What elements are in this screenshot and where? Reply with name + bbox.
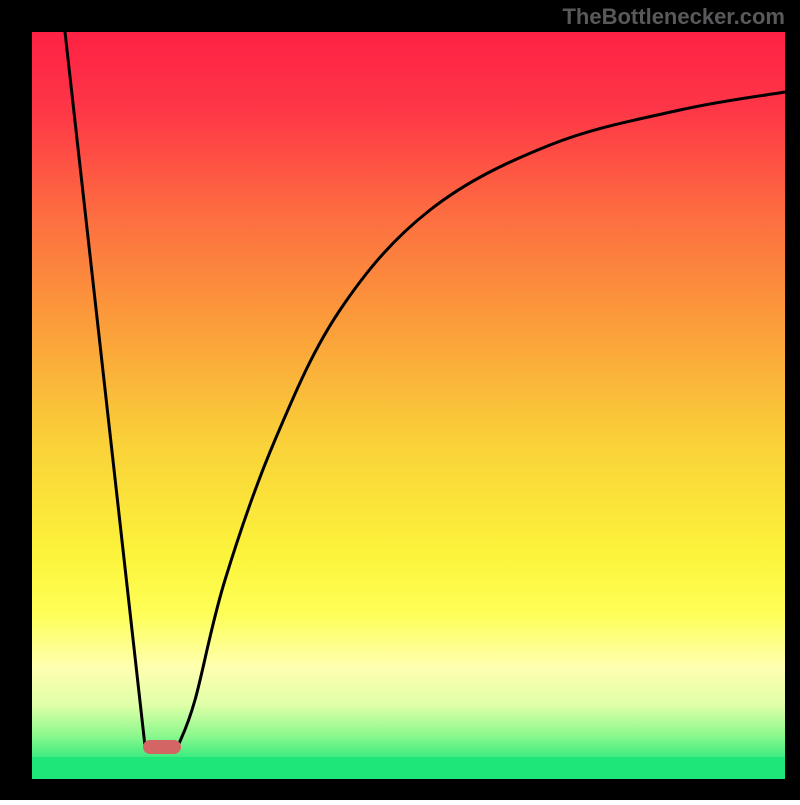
chart-container: TheBottlenecker.com [0,0,800,800]
valley-marker [143,740,181,754]
bottom-band [32,757,785,779]
plot-area [32,32,785,779]
watermark-text: TheBottlenecker.com [562,4,785,30]
chart-canvas [0,0,800,800]
